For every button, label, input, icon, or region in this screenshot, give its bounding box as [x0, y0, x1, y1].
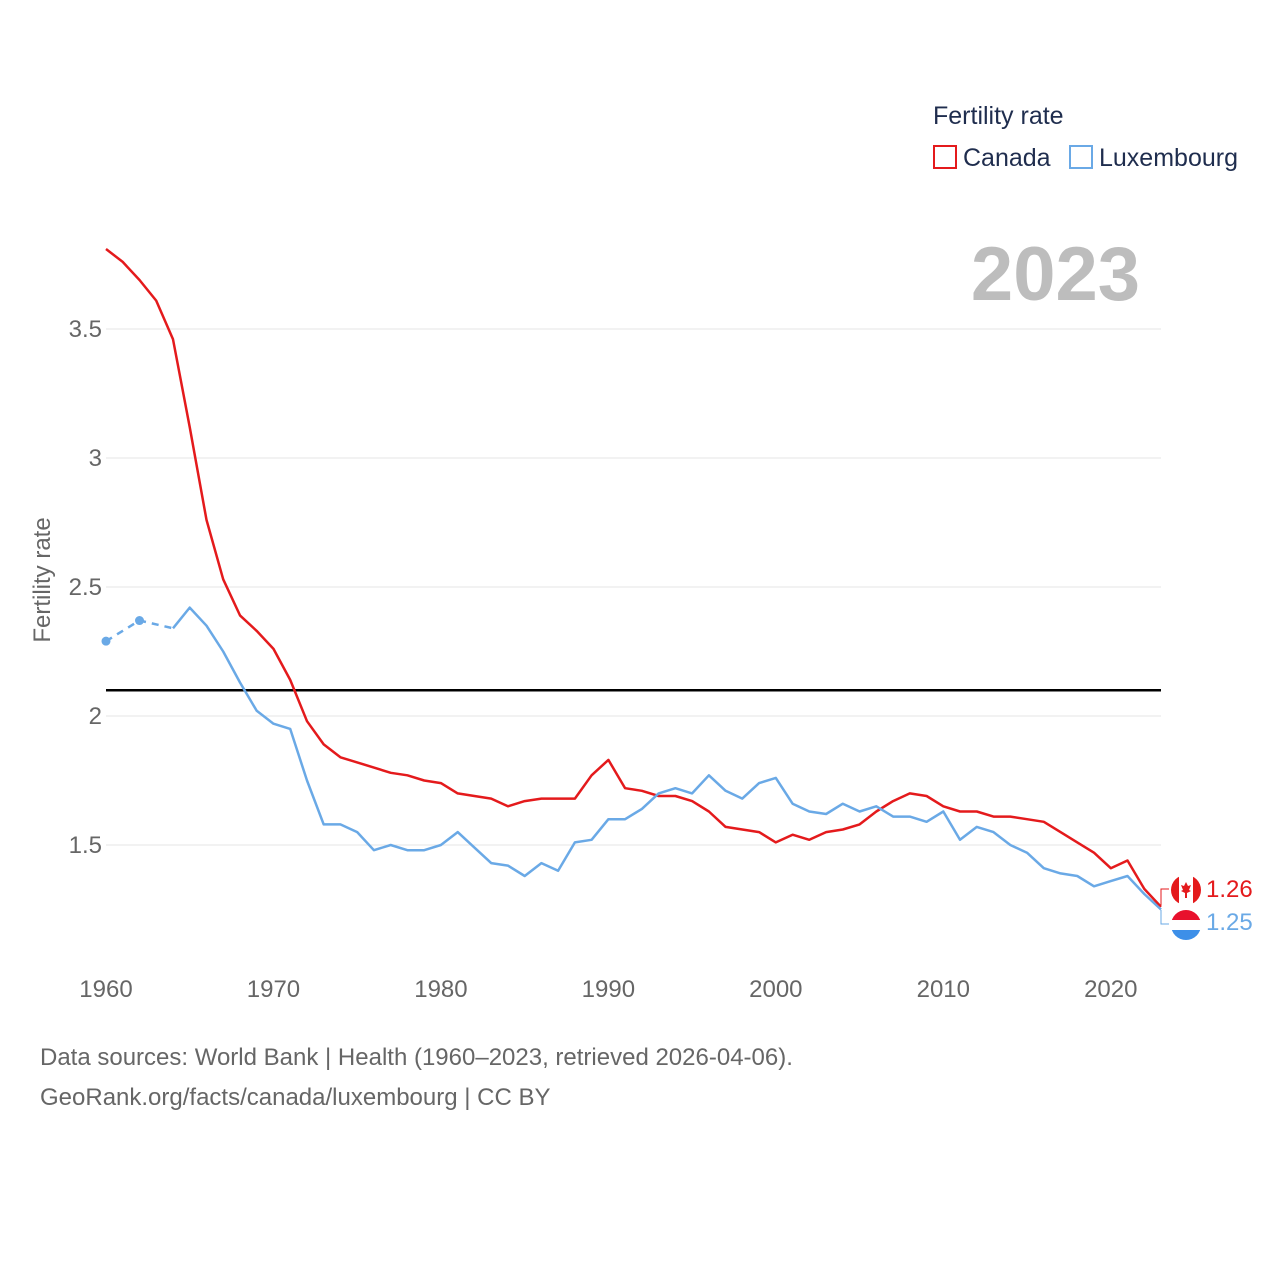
- x-tick-label: 1970: [247, 976, 300, 1003]
- canada-line: [105, 248, 1162, 908]
- y-tick-label: 3: [89, 445, 102, 472]
- x-tick-label: 2020: [1084, 976, 1137, 1003]
- luxembourg-line: [172, 606, 1162, 911]
- luxembourg-end-label: 1.25: [1206, 909, 1253, 936]
- legend-label-luxembourg[interactable]: Luxembourg: [1099, 144, 1238, 172]
- legend-title: Fertility rate: [933, 102, 1064, 130]
- canada-end-label: 1.26: [1206, 876, 1253, 903]
- year-label: 2023: [971, 232, 1140, 317]
- legend-swatch-luxembourg[interactable]: [1069, 145, 1093, 169]
- source-line-1: Data sources: World Bank | Health (1960–…: [40, 1044, 793, 1071]
- legend-swatch-canada[interactable]: [933, 145, 957, 169]
- x-tick-label: 1960: [79, 976, 132, 1003]
- luxembourg-point-1960: [101, 636, 111, 646]
- luxembourg-point-1962: [134, 616, 144, 626]
- legend: Fertility rate Canada Luxembourg: [933, 102, 1238, 172]
- y-tick-label: 3.5: [69, 316, 102, 343]
- x-tick-label: 2010: [917, 976, 970, 1003]
- y-axis-label: Fertility rate: [29, 517, 56, 642]
- y-axis-ticks: 1.5 2 2.5 3 3.5: [69, 316, 102, 859]
- y-tick-label: 2.5: [69, 574, 102, 601]
- legend-label-canada[interactable]: Canada: [963, 144, 1051, 172]
- x-tick-label: 2000: [749, 976, 802, 1003]
- y-tick-label: 1.5: [69, 832, 102, 859]
- x-tick-label: 1980: [414, 976, 467, 1003]
- gridlines: [106, 328, 1161, 846]
- source-line-2: GeoRank.org/facts/canada/luxembourg | CC…: [40, 1084, 551, 1111]
- luxembourg-flag-icon: [1171, 910, 1201, 940]
- series-lines: [101, 248, 1162, 911]
- x-tick-label: 1990: [582, 976, 635, 1003]
- y-tick-label: 2: [89, 703, 102, 730]
- canada-end-connector: [1160, 888, 1169, 905]
- canada-flag-icon: [1171, 875, 1201, 905]
- luxembourg-end-connector: [1160, 910, 1169, 925]
- end-markers: 1.26 1.25: [1160, 875, 1253, 940]
- x-axis-ticks: 1960 1970 1980 1990 2000 2010 2020: [79, 976, 1137, 1003]
